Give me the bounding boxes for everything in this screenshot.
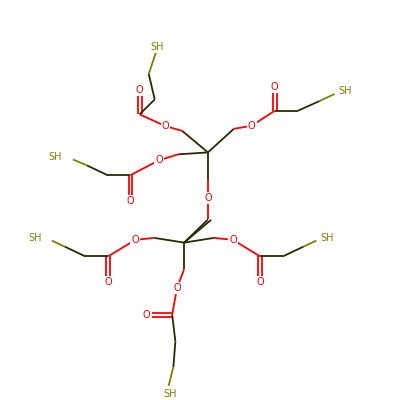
Text: O: O bbox=[142, 310, 150, 320]
Text: O: O bbox=[248, 121, 256, 131]
Text: O: O bbox=[162, 121, 169, 131]
Text: SH: SH bbox=[28, 233, 42, 243]
Text: O: O bbox=[229, 235, 237, 245]
Text: SH: SH bbox=[320, 233, 334, 243]
Text: SH: SH bbox=[151, 42, 164, 52]
Text: O: O bbox=[271, 82, 278, 92]
Text: O: O bbox=[204, 193, 212, 203]
Text: O: O bbox=[136, 85, 144, 95]
Text: O: O bbox=[127, 196, 134, 206]
Text: O: O bbox=[256, 277, 264, 287]
Text: O: O bbox=[173, 283, 181, 293]
Text: O: O bbox=[104, 277, 112, 287]
Text: SH: SH bbox=[49, 152, 62, 162]
Text: O: O bbox=[155, 155, 163, 165]
Text: SH: SH bbox=[339, 86, 352, 96]
Text: SH: SH bbox=[164, 389, 177, 399]
Text: O: O bbox=[132, 235, 139, 245]
